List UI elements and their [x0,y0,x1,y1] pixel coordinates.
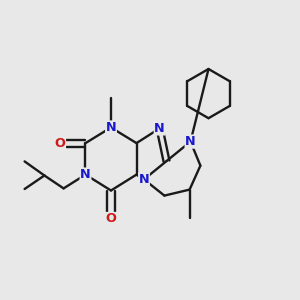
Text: O: O [106,212,116,226]
Text: O: O [55,136,65,150]
Text: N: N [80,168,91,181]
Text: N: N [154,122,165,135]
Text: N: N [185,135,196,148]
Text: N: N [139,173,149,186]
Text: N: N [106,121,116,134]
